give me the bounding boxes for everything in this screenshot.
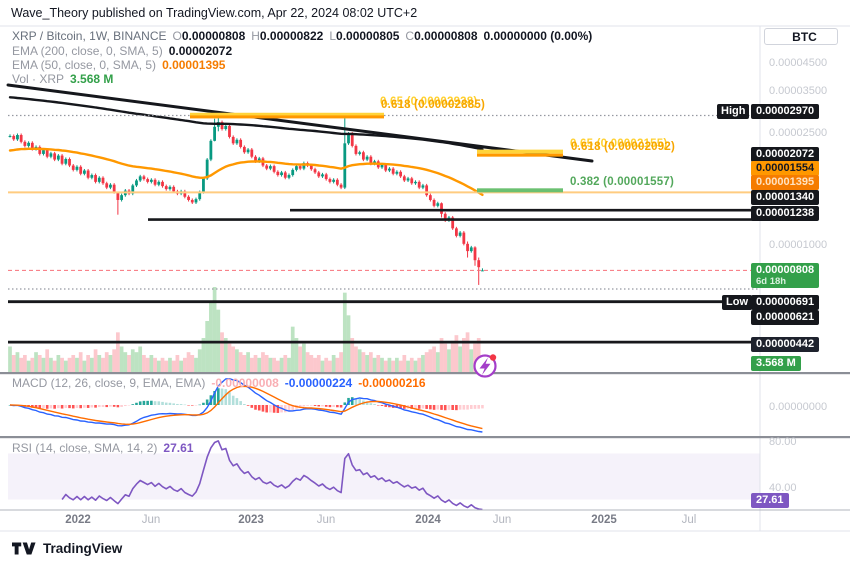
- time-axis-label: Jun: [316, 514, 336, 526]
- fib2-065-label: 0.65 (0.00002155): [570, 138, 668, 150]
- rsi-value-badge: 27.61: [751, 493, 789, 508]
- close-value: 0.00000808: [414, 29, 478, 43]
- macd-signal-value: -0.00000216: [358, 376, 426, 390]
- time-axis-label: Jul: [681, 514, 697, 526]
- brand-name: TradingView: [43, 541, 123, 556]
- tradingview-logo-icon: [12, 542, 36, 555]
- published-line: Wave_Theory published on TradingView.com…: [11, 6, 418, 20]
- open-value: 0.00000808: [181, 29, 246, 43]
- fib-bars-layer: [190, 112, 563, 193]
- currency-toggle-button[interactable]: BTC: [764, 28, 838, 45]
- level-price-badge: 0.00000442: [751, 337, 820, 352]
- time-axis-label: 2024: [415, 514, 441, 526]
- lightning-stream-icon[interactable]: [473, 354, 497, 378]
- axis-tick: 0.00002500: [769, 127, 828, 139]
- rsi-label: RSI (14, close, SMA, 14, 2): [12, 441, 158, 455]
- axis-tick: 0.00000000: [769, 401, 828, 413]
- ema50-legend-row[interactable]: EMA (50, close, 0, SMA, 5) 0.00001395: [12, 58, 225, 72]
- ema200-label: EMA (200, close, 0, SMA, 5): [12, 44, 163, 58]
- trendline: [6, 83, 594, 163]
- bar-countdown: 6d 18h: [756, 276, 787, 287]
- time-axis-label: 2022: [65, 514, 91, 526]
- macd-label: MACD (12, 26, close, 9, EMA, EMA): [12, 376, 206, 390]
- fib2-0618-label: 0.618 (0.00002092): [571, 141, 675, 153]
- level-price-badge: 0.00001238: [751, 206, 820, 221]
- candles-layer: [8, 115, 484, 285]
- symbol-title: XRP / Bitcoin, 1W, BINANCE: [12, 29, 167, 43]
- footer-brand[interactable]: TradingView: [12, 541, 122, 556]
- low-value: 0.00000805: [336, 29, 400, 43]
- ema200-price-badge: 0.00002072: [751, 147, 820, 162]
- macd-legend-row[interactable]: MACD (12, 26, close, 9, EMA, EMA) -0.000…: [12, 376, 426, 390]
- axis-tick: 0.00003500: [769, 85, 828, 97]
- volume-label: Vol · XRP: [12, 72, 65, 86]
- rsi-legend-row[interactable]: RSI (14, close, SMA, 14, 2) 27.61: [12, 441, 193, 455]
- ema50-price-badge: 0.00001395: [751, 175, 820, 190]
- current-price-badge: 0.00000808 6d 18h: [751, 263, 820, 288]
- macd-layer: [8, 377, 484, 433]
- volume-layer: [8, 287, 485, 372]
- ema50-label: EMA (50, close, 0, SMA, 5): [12, 58, 157, 72]
- ema200-legend-row[interactable]: EMA (200, close, 0, SMA, 5) 0.00002072: [12, 44, 232, 58]
- fib1-0618-label: 0.618 (0.00002885): [381, 99, 485, 111]
- macd-hist-value: -0.00000008: [211, 376, 279, 390]
- macd-line-value: -0.00000224: [284, 376, 353, 390]
- fib1-065-label: 0.65 (0.00002938): [380, 96, 478, 108]
- level-price-badge: 0.00000621: [751, 310, 820, 325]
- rsi-value: 27.61: [163, 441, 194, 455]
- axis-tick: 0.00004500: [769, 57, 828, 69]
- level-price-badge: 0.00001340: [751, 190, 820, 205]
- low-price-badge: 0.00000691: [751, 295, 820, 310]
- symbol-legend-row[interactable]: XRP / Bitcoin, 1W, BINANCE O0.00000808 H…: [12, 29, 592, 43]
- volume-badge: 3.568 M: [751, 356, 801, 371]
- axis-tick: 80.00: [769, 436, 797, 448]
- high-prefix: H: [251, 29, 260, 43]
- ema200-value: 0.00002072: [168, 44, 233, 58]
- fib2-0382-label: 0.382 (0.00001557): [570, 176, 674, 188]
- axis-tick: 0.00001000: [769, 239, 828, 251]
- high-marker-chip: High: [717, 104, 750, 119]
- high-value: 0.00000822: [259, 29, 324, 43]
- low-prefix: L: [329, 29, 337, 43]
- axis-tick: 40.00: [769, 482, 797, 494]
- ema50-value: 0.00001395: [162, 58, 226, 72]
- time-axis-label: 2025: [591, 514, 617, 526]
- rsi-line: [61, 440, 483, 511]
- change-value: 0.00000000 (0.00%): [483, 29, 593, 43]
- volume-value: 3.568 M: [70, 72, 114, 86]
- rsi-band: [8, 453, 760, 500]
- time-axis-label: Jun: [492, 514, 512, 526]
- high-price-badge: 0.00002970: [751, 104, 820, 119]
- volume-legend-row[interactable]: Vol · XRP 3.568 M: [12, 72, 113, 86]
- fib-price-badge: 0.00001554: [751, 161, 820, 176]
- low-marker-chip: Low: [722, 295, 752, 310]
- open-prefix: O: [172, 29, 182, 43]
- close-prefix: C: [405, 29, 415, 43]
- time-axis-label: Jun: [141, 514, 161, 526]
- current-price-value: 0.00000808: [756, 264, 815, 276]
- time-axis-label: 2023: [238, 514, 264, 526]
